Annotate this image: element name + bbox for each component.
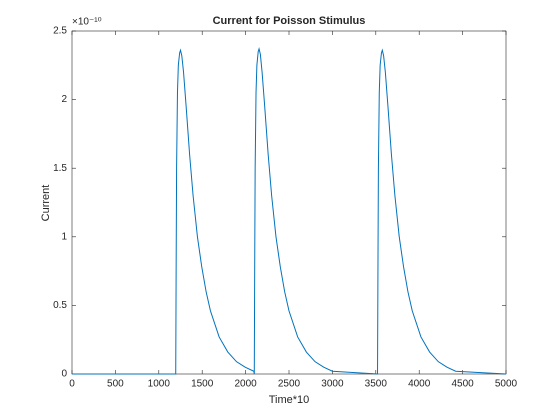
plot-area [71,30,507,375]
x-tick-label: 1500 [191,379,214,390]
y-axis-label: Current [40,185,52,222]
x-tick-label: 500 [107,379,124,390]
y-tick-label: 1.5 [53,163,67,174]
y-tick-label: 0 [61,369,67,380]
y-tick-label: 2 [61,94,67,105]
x-tick-label: 4500 [451,379,474,390]
x-tick-label: 0 [69,379,75,390]
x-tick-label: 3500 [365,379,388,390]
y-exponent: ×10⁻¹⁰ [72,17,102,28]
chart-title: Current for Poisson Stimulus [213,15,366,27]
y-tick-label: 2.5 [53,26,67,37]
x-tick-label: 2500 [278,379,301,390]
x-tick-label: 5000 [495,379,518,390]
y-tick-label: 0.5 [53,300,67,311]
y-tick-label: 1 [61,231,67,242]
x-tick-label: 2000 [234,379,257,390]
x-axis-label: Time*10 [269,394,310,406]
data-line [72,46,507,375]
x-tick-label: 3000 [321,379,344,390]
x-tick-label: 4000 [408,379,431,390]
x-tick-label: 1000 [148,379,171,390]
